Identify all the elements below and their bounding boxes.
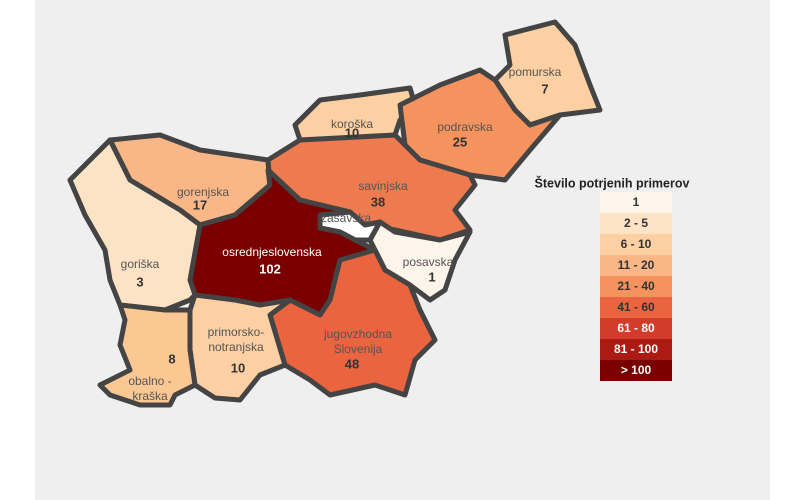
region-label: goriška (121, 257, 160, 271)
region-value: 17 (193, 197, 207, 212)
region-value: 10 (231, 360, 245, 375)
legend-label: 6 - 10 (621, 237, 652, 251)
legend-swatch (600, 297, 672, 318)
region-value: 1 (428, 269, 435, 284)
legend-label: 11 - 20 (618, 258, 655, 272)
region-label: podravska (437, 120, 493, 134)
region-label: primorsko- (208, 325, 265, 339)
legend-label: 1 (633, 195, 640, 209)
region (97, 302, 198, 408)
region-label: obalno - (128, 374, 171, 388)
region-label: posavska (403, 255, 454, 269)
legend-swatch (600, 213, 672, 234)
legend-swatch (600, 276, 672, 297)
legend-label: 21 - 40 (617, 279, 655, 293)
legend-swatch (600, 360, 672, 381)
legend-title: Število potrjenih primerov (535, 175, 690, 190)
legend-swatch (600, 192, 672, 213)
legend-label: 81 - 100 (614, 342, 658, 356)
region-label: notranjska (208, 340, 264, 354)
region (267, 247, 438, 398)
region-label: koroška (331, 117, 373, 131)
legend-swatch (600, 318, 672, 339)
region-value: 102 (259, 261, 281, 276)
legend-label: 41 - 60 (617, 300, 655, 314)
legend-swatch (600, 255, 672, 276)
region-label: gorenjska (177, 185, 229, 199)
region-value: 48 (345, 356, 359, 371)
legend-label: 61 - 80 (617, 321, 655, 335)
region-label: Slovenija (334, 342, 383, 356)
region-label: jugovzhodna (323, 327, 392, 341)
region-label: pomurska (509, 65, 562, 79)
region-value: 10 (345, 125, 359, 140)
legend-label: 2 - 5 (624, 216, 648, 230)
region-label: osrednjeslovenska (222, 245, 322, 259)
region (67, 137, 203, 313)
region-value: 8 (168, 351, 175, 366)
region-value: 3 (136, 274, 143, 289)
region-label: zasavska (321, 211, 371, 225)
legend-swatch (600, 234, 672, 255)
region-value: 38 (371, 194, 385, 209)
region-label: kraška (132, 389, 168, 403)
region-value: 7 (541, 81, 548, 96)
legend-swatch (600, 339, 672, 360)
legend-label: > 100 (621, 363, 652, 377)
region-value: 25 (453, 134, 467, 149)
region-label: savinjska (358, 179, 408, 193)
